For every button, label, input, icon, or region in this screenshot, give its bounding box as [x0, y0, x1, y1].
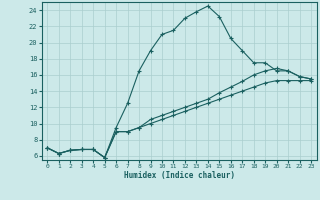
X-axis label: Humidex (Indice chaleur): Humidex (Indice chaleur) [124, 171, 235, 180]
